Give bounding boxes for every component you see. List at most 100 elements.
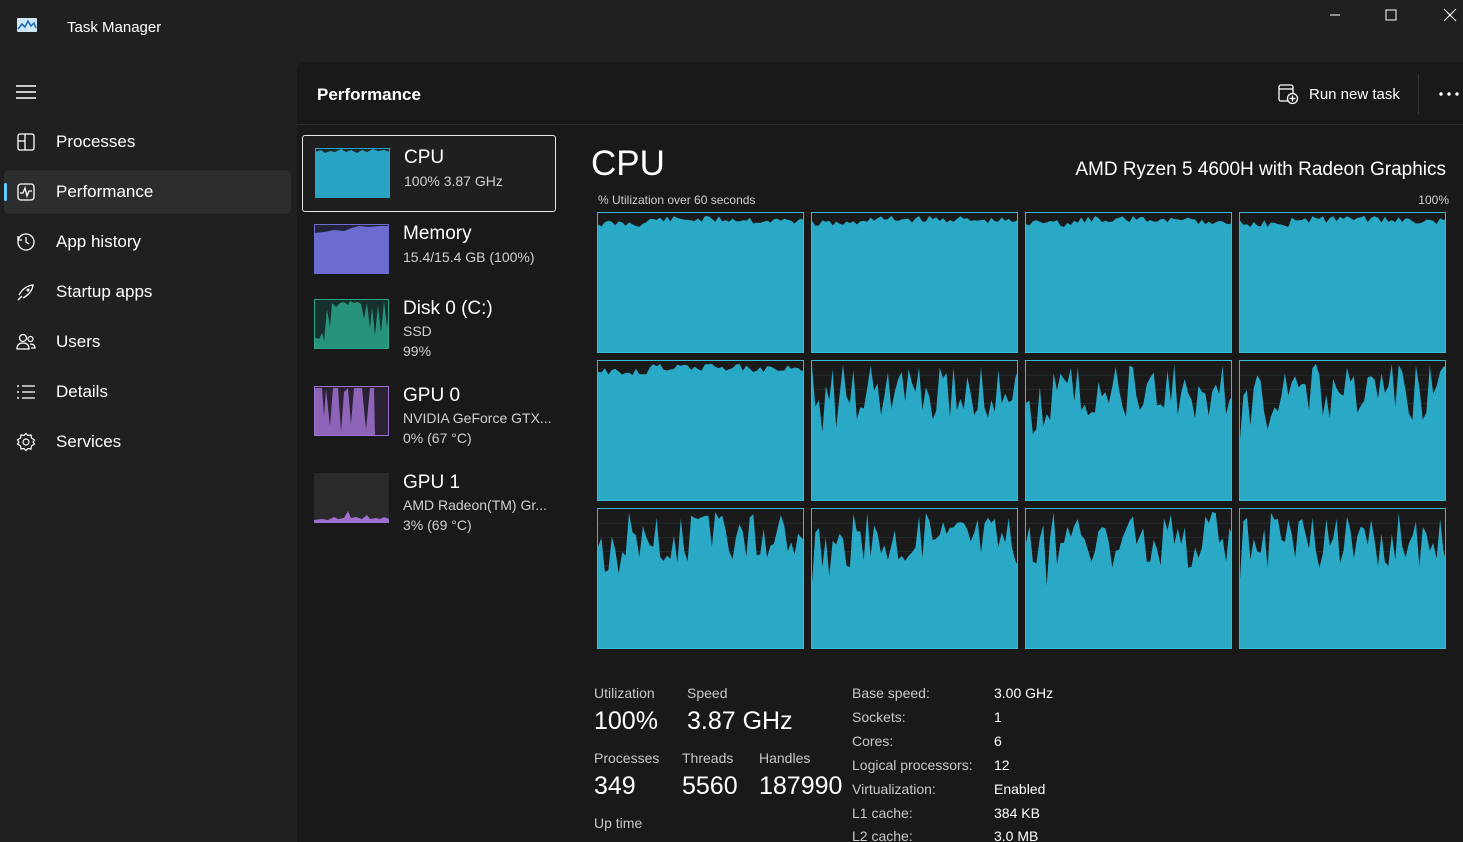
spec-value-l1-cache: 384 KB [994,805,1040,821]
resource-item-gpu0[interactable]: GPU 0 NVIDIA GeForce GTX... 0% (67 °C) [302,374,556,451]
graph-max-label: 100% [1418,193,1449,207]
minimize-icon [1330,14,1340,16]
spec-key-logical-processors: Logical processors: [852,757,973,773]
cpu-model-name: AMD Ryzen 5 4600H with Radeon Graphics [1075,159,1446,180]
processes-icon [17,133,35,151]
handles-label: Handles [759,750,811,766]
active-indicator [4,183,7,201]
minimize-button[interactable] [1306,0,1364,30]
memory-thumbnail-graph [314,224,389,274]
more-options-button[interactable] [1435,80,1463,108]
resource-name: Memory [403,223,472,244]
resource-item-cpu[interactable]: CPU 100% 3.87 GHz [302,135,556,212]
resource-usage: 0% (67 °C) [403,430,472,446]
logical-processor-graph [597,360,804,501]
run-new-task-button[interactable]: Run new task [1277,80,1400,108]
hamburger-menu-icon[interactable] [16,84,38,100]
sidebar-item-startup-apps[interactable]: Startup apps [4,270,291,314]
utilization-area [1240,512,1445,648]
utilization-area [1240,215,1445,352]
logical-processor-graph [597,508,804,649]
spec-value-logical-processors: 12 [994,757,1010,773]
utilization-area [1026,364,1231,500]
resource-name: Disk 0 (C:) [403,298,493,319]
resource-detail: SSD [403,323,432,339]
speed-label: Speed [687,685,728,701]
threads-value: 5560 [682,772,738,800]
logical-processor-graph [1025,508,1232,649]
logical-processor-graph [1239,508,1446,649]
run-task-icon [1278,84,1299,105]
resource-detail: NVIDIA GeForce GTX... [403,410,552,426]
spec-value-base-speed: 3.00 GHz [994,685,1054,701]
processes-value: 349 [594,772,636,800]
spec-key-l2-cache: L2 cache: [852,828,913,842]
resource-usage: 99% [403,343,432,359]
logical-processor-graph [811,360,1018,501]
detail-title: CPU [591,144,665,183]
utilization-area [812,512,1017,648]
more-options-icon [1439,92,1459,96]
spec-key-l1-cache: L1 cache: [852,805,913,821]
logical-processor-graph [1025,360,1232,501]
sidebar-item-app-history[interactable]: App history [4,220,291,264]
spec-value-cores: 6 [994,733,1002,749]
maximize-button[interactable] [1362,0,1420,30]
utilization-area [812,215,1017,352]
spec-value-virtualization: Enabled [994,781,1046,797]
resource-item-gpu1[interactable]: GPU 1 AMD Radeon(TM) Gr... 3% (69 °C) [302,461,556,538]
spec-key-cores: Cores: [852,733,894,749]
utilization-area [1026,216,1231,352]
sidebar-item-label: App history [56,232,142,251]
close-button[interactable] [1421,0,1463,30]
spec-key-virtualization: Virtualization: [852,781,936,797]
sidebar-item-users[interactable]: Users [4,320,291,364]
logical-processor-graph [1025,212,1232,353]
users-icon [16,333,36,350]
spec-key-sockets: Sockets: [852,709,906,725]
sidebar-item-services[interactable]: Services [4,420,291,464]
header-divider [1418,74,1419,114]
speed-value: 3.87 GHz [687,707,793,735]
resource-item-disk[interactable]: Disk 0 (C:) SSD 99% [302,287,556,364]
resource-item-memory[interactable]: Memory 15.4/15.4 GB (100%) [302,212,556,289]
spec-value-sockets: 1 [994,709,1002,725]
maximize-icon [1385,9,1397,21]
page-title: Performance [317,85,421,104]
uptime-label: Up time [594,815,643,831]
sidebar-item-details[interactable]: Details [4,370,291,414]
resource-name: GPU 1 [403,472,461,493]
task-manager-app-icon [17,18,37,32]
history-icon [17,233,35,251]
graph-caption: % Utilization over 60 seconds [598,193,756,207]
title-bar: Task Manager [0,0,1463,58]
sidebar-item-processes[interactable]: Processes [4,120,291,164]
threads-label: Threads [682,750,734,766]
sidebar-item-label: Details [56,382,108,401]
sidebar: Processes Performance App history Startu… [0,58,297,842]
utilization-area [598,363,803,500]
utilization-value: 100% [594,707,658,735]
resource-usage: 3% (69 °C) [403,517,472,533]
startup-icon [17,284,34,301]
run-task-label: Run new task [1309,85,1400,103]
logical-processor-graphs [597,212,1449,650]
logical-processor-graph [597,212,804,353]
resource-name: CPU [404,147,445,168]
details-icon [17,385,35,399]
logical-processor-graph [1239,212,1446,353]
close-icon [1443,8,1457,22]
performance-icon [17,183,35,201]
sidebar-item-label: Performance [56,182,154,201]
logical-processor-graph [811,508,1018,649]
window-title: Task Manager [67,19,162,36]
sidebar-item-label: Services [56,432,122,451]
logical-processor-graph [1239,360,1446,501]
utilization-area [1240,363,1445,500]
utilization-label: Utilization [594,685,655,701]
disk-thumbnail-graph [314,299,389,349]
sidebar-item-performance[interactable]: Performance [4,170,291,214]
utilization-area [1026,511,1231,648]
spec-value-l2-cache: 3.0 MB [994,828,1039,842]
utilization-area [812,364,1017,500]
